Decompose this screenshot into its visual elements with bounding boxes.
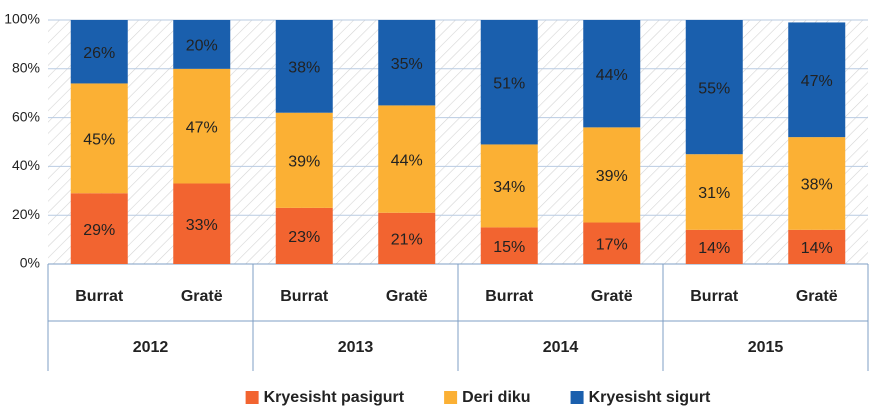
y-tick-label: 100%: [4, 11, 40, 27]
x-tick-label: Gratë: [386, 288, 428, 305]
y-tick-label: 40%: [12, 157, 40, 173]
value-label: 35%: [391, 56, 423, 73]
legend-label: Kryesisht sigurt: [589, 389, 711, 406]
value-label: 39%: [596, 168, 628, 185]
bar-segment: [173, 20, 231, 69]
bar-segment: [685, 154, 743, 230]
value-label: 51%: [493, 75, 525, 92]
value-label: 20%: [186, 38, 218, 55]
legend-label: Kryesisht pasigurt: [264, 389, 405, 406]
group-label: 2012: [133, 339, 169, 356]
group-label: 2015: [748, 339, 784, 356]
y-tick-label: 80%: [12, 60, 40, 76]
legend-swatch: [444, 391, 458, 404]
value-label: 47%: [801, 73, 833, 90]
value-label: 17%: [596, 236, 628, 253]
value-label: 29%: [83, 222, 115, 239]
value-label: 38%: [801, 177, 833, 194]
bar-segment: [378, 20, 436, 106]
bar-segment: [788, 22, 846, 138]
y-tick-label: 20%: [12, 206, 40, 222]
bar-segment: [583, 222, 641, 264]
value-label: 44%: [596, 67, 628, 84]
bar-segment: [788, 229, 846, 264]
value-label: 55%: [698, 80, 730, 97]
bar-segment: [275, 207, 333, 264]
x-tick-label: Gratë: [181, 288, 223, 305]
bar-segment: [70, 20, 128, 84]
value-label: 26%: [83, 45, 115, 62]
legend-label: Deri diku: [462, 389, 530, 406]
bar-segment: [173, 68, 231, 184]
bar-segment: [275, 112, 333, 208]
bar-segment: [685, 229, 743, 264]
value-label: 31%: [698, 185, 730, 202]
group-label: 2014: [543, 339, 579, 356]
x-tick-label: Gratë: [591, 288, 633, 305]
group-label: 2013: [338, 339, 374, 356]
x-tick-label: Burrat: [75, 288, 124, 305]
x-tick-label: Burrat: [485, 288, 534, 305]
bar-segment: [70, 83, 128, 194]
value-label: 38%: [288, 60, 320, 77]
bar-segment: [480, 227, 538, 264]
bar-segment: [378, 105, 436, 213]
y-tick-label: 0%: [20, 255, 40, 271]
bar-segment: [275, 20, 333, 113]
value-label: 15%: [493, 239, 525, 256]
x-tick-label: Burrat: [690, 288, 739, 305]
bar-segment: [583, 20, 641, 128]
legend-swatch: [245, 391, 259, 404]
value-label: 21%: [391, 232, 423, 249]
bar-segment: [788, 137, 846, 230]
value-label: 45%: [83, 132, 115, 149]
bar-segment: [70, 193, 128, 264]
bar-segment: [480, 20, 538, 145]
bar-segment: [583, 127, 641, 223]
value-label: 14%: [801, 240, 833, 257]
legend-swatch: [570, 391, 584, 404]
value-label: 44%: [391, 152, 423, 169]
value-label: 14%: [698, 240, 730, 257]
value-label: 23%: [288, 229, 320, 246]
value-label: 39%: [288, 154, 320, 171]
y-tick-label: 60%: [12, 108, 40, 124]
plot-background: [48, 20, 868, 264]
value-label: 47%: [186, 119, 218, 136]
x-tick-label: Burrat: [280, 288, 329, 305]
value-label: 34%: [493, 179, 525, 196]
value-label: 33%: [186, 217, 218, 234]
bar-segment: [480, 144, 538, 228]
bar-segment: [173, 183, 231, 264]
bar-segment: [685, 20, 743, 155]
bar-segment: [378, 212, 436, 264]
x-tick-label: Gratë: [796, 288, 838, 305]
